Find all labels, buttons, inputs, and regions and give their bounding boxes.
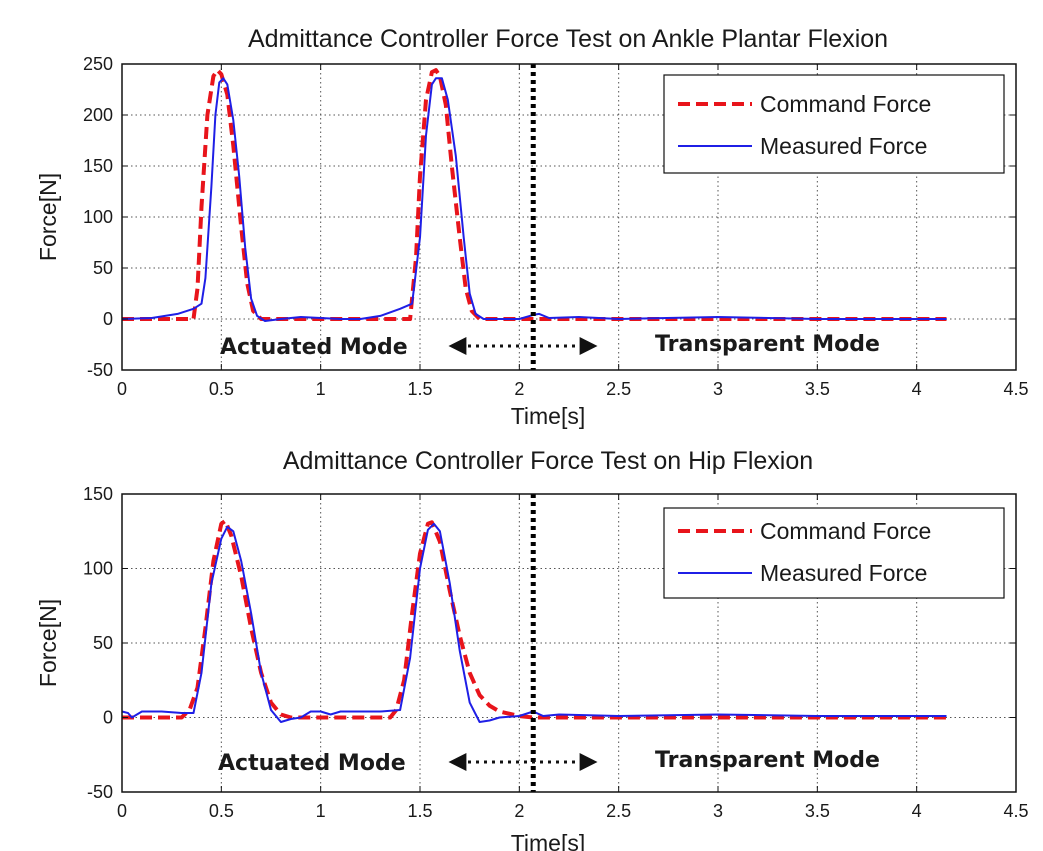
y-tick-label: 0	[103, 309, 113, 329]
y-tick-label: 100	[83, 207, 113, 227]
y-tick-label: -50	[87, 360, 113, 380]
series-line-measured-force	[121, 77, 947, 322]
chart-title: Admittance Controller Force Test on Hip …	[283, 447, 813, 475]
x-tick-label: 3.5	[805, 379, 830, 399]
x-tick-label: 3	[713, 379, 723, 399]
y-tick-label: 100	[83, 559, 113, 579]
x-tick-label: 4	[912, 379, 922, 399]
x-tick-label: 4	[912, 801, 922, 821]
legend-entry-command: Command Force	[760, 91, 931, 117]
x-axis-label: Time[s]	[511, 403, 586, 429]
series-line-measured-force	[121, 522, 947, 723]
y-tick-label: 50	[93, 258, 113, 278]
annotation-transparent-mode: Transparent Mode	[655, 332, 880, 357]
x-tick-label: 2	[514, 379, 524, 399]
ankle-chart: Admittance Controller Force Test on Ankl…	[35, 25, 1029, 429]
y-tick-label: 200	[83, 105, 113, 125]
x-axis-label: Time[s]	[511, 830, 586, 851]
x-tick-label: 1.5	[407, 379, 432, 399]
x-tick-label: 1.5	[407, 801, 432, 821]
x-tick-label: 2.5	[606, 801, 631, 821]
y-tick-label: 50	[93, 633, 113, 653]
y-tick-label: 250	[83, 54, 113, 74]
y-tick-label: 150	[83, 484, 113, 504]
y-tick-label: -50	[87, 782, 113, 802]
x-tick-label: 3	[713, 801, 723, 821]
y-tick-label: 150	[83, 156, 113, 176]
annotation-transparent-mode: Transparent Mode	[655, 748, 880, 773]
y-tick-label: 0	[103, 708, 113, 728]
legend-entry-measured: Measured Force	[760, 133, 927, 159]
x-tick-label: 4.5	[1003, 379, 1028, 399]
legend-box	[663, 507, 1005, 599]
series-line-command-force	[122, 518, 947, 720]
legend: Command Force Measured Force	[663, 74, 1005, 174]
hip-chart: Admittance Controller Force Test on Hip …	[35, 447, 1029, 851]
y-axis-label: Force[N]	[35, 599, 61, 687]
x-tick-label: 2.5	[606, 379, 631, 399]
x-tick-label: 1	[316, 379, 326, 399]
x-tick-label: 2	[514, 801, 524, 821]
legend: Command Force Measured Force	[663, 507, 1005, 599]
x-tick-label: 0	[117, 801, 127, 821]
legend-box	[663, 74, 1005, 174]
x-tick-label: 0.5	[209, 379, 234, 399]
annotation-actuated-mode: Actuated Mode	[220, 335, 408, 360]
legend-entry-measured: Measured Force	[760, 560, 927, 586]
x-tick-label: 3.5	[805, 801, 830, 821]
legend-entry-command: Command Force	[760, 518, 931, 544]
annotation-actuated-mode: Actuated Mode	[218, 751, 406, 776]
x-tick-label: 1	[316, 801, 326, 821]
y-axis-label: Force[N]	[35, 173, 61, 261]
chart-title: Admittance Controller Force Test on Ankl…	[248, 25, 888, 53]
x-tick-label: 0	[117, 379, 127, 399]
x-tick-label: 4.5	[1003, 801, 1028, 821]
x-tick-label: 0.5	[209, 801, 234, 821]
